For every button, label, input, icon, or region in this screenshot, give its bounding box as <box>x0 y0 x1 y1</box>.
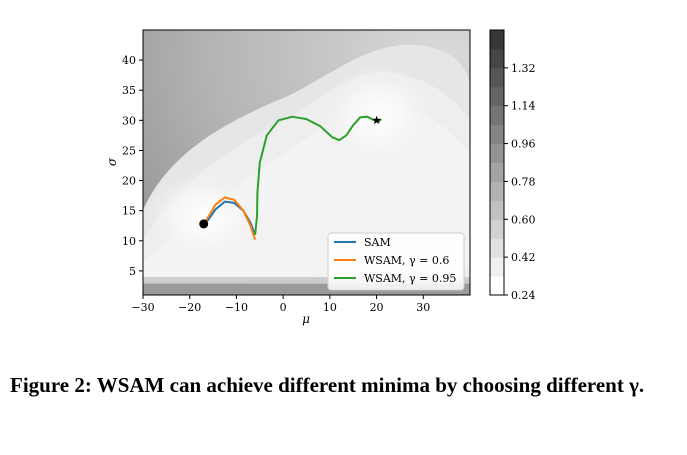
series-line-0 <box>203 200 257 236</box>
colorbar-band <box>490 238 504 258</box>
colorbar-tick-label: 1.14 <box>511 100 536 113</box>
colorbar-tick-label: 0.60 <box>511 213 536 226</box>
legend-box <box>327 232 465 291</box>
y-tick-label: 30 <box>122 114 136 127</box>
legend-label-wsam-0-6: WSAM, γ = 0.6 <box>364 254 449 267</box>
x-axis-label: μ <box>302 312 310 326</box>
x-tick-label: −20 <box>178 301 201 314</box>
figure-caption: Figure 2: WSAM can achieve different min… <box>10 373 645 397</box>
y-tick-label: 5 <box>129 265 136 278</box>
x-tick-label: 0 <box>280 301 287 314</box>
series-line-2 <box>254 115 382 235</box>
colorbar-band <box>490 124 504 145</box>
colorbar-band <box>490 162 504 182</box>
colorbar-tick-label: 0.96 <box>511 138 536 151</box>
x-tick-label: 30 <box>416 301 430 314</box>
colorbar-tick-label: 1.32 <box>511 62 536 75</box>
colorbar-band <box>490 181 504 201</box>
x-tick-label: −30 <box>131 301 154 314</box>
colorbar-tick-label: 0.24 <box>511 289 536 302</box>
y-axis-label: σ <box>105 157 119 166</box>
colorbar-tick-label: 0.78 <box>511 175 536 188</box>
y-tick-label: 10 <box>122 235 136 248</box>
y-tick-label: 25 <box>122 144 136 157</box>
colorbar-band <box>490 105 504 126</box>
plot-frame <box>142 29 471 296</box>
colorbar-band <box>490 257 504 277</box>
minimum-marker-1 <box>372 115 381 124</box>
y-tick-label: 35 <box>122 84 136 97</box>
x-tick-label: 20 <box>370 301 384 314</box>
y-tick-label: 40 <box>122 54 136 67</box>
legend: SAM WSAM, γ = 0.6 WSAM, γ = 0.95 <box>327 232 465 291</box>
x-tick-label: −10 <box>225 301 248 314</box>
minimum-marker-0 <box>199 219 209 229</box>
x-tick-label: 10 <box>323 301 337 314</box>
colorbar-band <box>490 200 504 220</box>
series-line-1 <box>202 196 257 240</box>
colorbar-band <box>490 48 504 69</box>
legend-label-wsam-0-95: WSAM, γ = 0.95 <box>364 272 456 285</box>
legend-label-sam: SAM <box>364 236 391 249</box>
y-tick-label: 15 <box>122 205 136 218</box>
colorbar-band <box>490 276 504 296</box>
colorbar-band <box>490 143 504 163</box>
figure-chart: −30 −20 −10 0 10 20 30 5 10 15 20 25 30 35 40 μ σ SAM… <box>105 29 536 326</box>
colorbar-frame <box>489 29 505 296</box>
colorbar-tick-label: 0.42 <box>511 251 536 264</box>
colorbar-band <box>490 219 504 239</box>
colorbar-band <box>490 30 504 50</box>
colorbar: 0.24 0.42 0.60 0.78 0.96 1.14 1.32 <box>489 29 536 302</box>
colorbar-band <box>490 86 504 107</box>
colorbar-band <box>490 67 504 88</box>
y-tick-label: 20 <box>122 175 136 188</box>
